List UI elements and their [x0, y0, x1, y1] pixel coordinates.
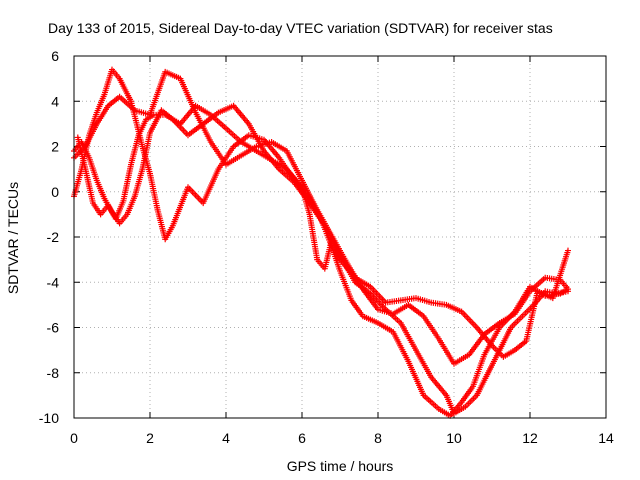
- x-tick-label: 0: [70, 430, 78, 446]
- y-tick-label: 6: [51, 48, 59, 64]
- x-axis-label: GPS time / hours: [287, 458, 394, 474]
- y-axis-label: SDTVAR / TECUs: [5, 182, 21, 294]
- y-tick-label: 2: [51, 139, 59, 155]
- x-tick-label: 6: [298, 430, 306, 446]
- y-tick-label: -10: [39, 410, 59, 426]
- series-track-1: [71, 66, 571, 419]
- x-tick-label: 12: [522, 430, 538, 446]
- x-tick-label: 8: [374, 430, 382, 446]
- x-tick-label: 10: [446, 430, 462, 446]
- x-tick-label: 4: [222, 430, 230, 446]
- data-point: [565, 288, 571, 295]
- y-tick-label: 4: [51, 93, 59, 109]
- tick-labels: 0 2 4 6 8 10 12 14 -10 -8 -6 -4 -2 0 2 4 6: [39, 48, 614, 446]
- y-tick-label: -8: [47, 365, 60, 381]
- data-points: [71, 66, 571, 419]
- data-point: [565, 247, 571, 254]
- y-tick-label: -4: [47, 274, 60, 290]
- series-track-4: [71, 102, 571, 417]
- chart-title: Day 133 of 2015, Sidereal Day-to-day VTE…: [48, 20, 553, 36]
- x-tick-label: 2: [146, 430, 154, 446]
- x-tick-label: 14: [598, 430, 614, 446]
- y-tick-label: -2: [47, 229, 60, 245]
- plot-frame: [73, 55, 607, 419]
- y-tick-label: 0: [51, 184, 59, 200]
- y-tick-label: -6: [47, 320, 60, 336]
